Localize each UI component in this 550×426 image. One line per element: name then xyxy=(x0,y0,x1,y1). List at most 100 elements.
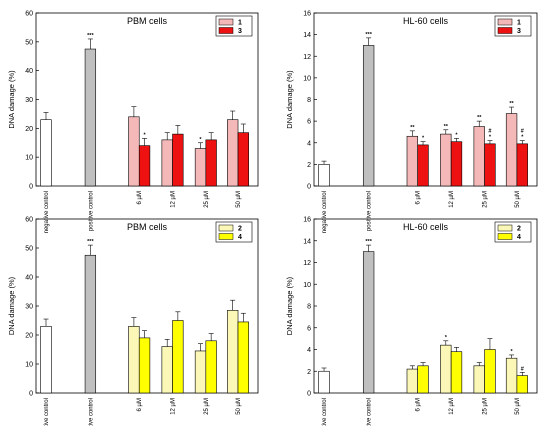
significance-label: * xyxy=(455,132,458,138)
significance-label: # xyxy=(488,129,491,135)
series-bar xyxy=(505,357,518,394)
significance-label: * xyxy=(422,136,425,142)
category-label: 50 µM xyxy=(236,398,242,415)
significance-label: * xyxy=(445,335,448,341)
legend-entry: 3 xyxy=(517,28,521,35)
y-axis-label: DNA damage (%) xyxy=(285,70,294,129)
legend-swatch xyxy=(218,27,234,34)
legend-entry: 4 xyxy=(238,234,242,241)
series-bar xyxy=(194,148,207,187)
series-bar xyxy=(516,143,528,187)
series-bar xyxy=(161,346,173,394)
series-bar xyxy=(417,365,429,394)
legend-swatch xyxy=(497,18,513,26)
y-tick-label: 10 xyxy=(303,282,311,289)
control-bar xyxy=(40,119,52,187)
series-bar xyxy=(205,139,217,187)
category-label: 12 µM xyxy=(171,398,177,415)
significance-label: ** xyxy=(477,115,482,121)
category-label: 50 µM xyxy=(515,191,521,208)
significance-label: ** xyxy=(509,101,514,107)
control-bar xyxy=(318,370,330,394)
y-tick-label: 0 xyxy=(307,184,311,191)
series-bar xyxy=(172,320,184,394)
category-label: positive control xyxy=(367,398,373,426)
control-bar xyxy=(318,164,330,187)
y-axis-label: DNA damage (%) xyxy=(285,276,294,335)
legend-entry: 4 xyxy=(517,234,521,241)
category-label: negative control xyxy=(44,398,50,426)
significance-label: *** xyxy=(87,239,94,245)
category-label: 25 µM xyxy=(204,191,210,208)
y-tick-label: 12 xyxy=(303,54,311,61)
series-bar xyxy=(484,143,496,187)
y-tick-label: 60 xyxy=(25,217,33,224)
legend-entry: 2 xyxy=(517,226,521,233)
series-bar xyxy=(161,139,173,187)
series-bar xyxy=(194,350,207,394)
series-bar xyxy=(484,349,496,394)
category-label: 25 µM xyxy=(483,191,489,208)
y-tick-label: 14 xyxy=(303,32,311,39)
significance-label: * xyxy=(511,349,514,355)
chart-title: HL-60 cells xyxy=(403,16,449,26)
y-tick-label: 2 xyxy=(307,162,311,169)
control-bar xyxy=(84,254,97,394)
series-bar xyxy=(417,144,429,187)
series-bar xyxy=(505,113,518,187)
category-label: negative control xyxy=(44,191,50,233)
y-tick-label: 12 xyxy=(303,260,311,267)
chart-title: PBM cells xyxy=(127,222,168,232)
y-tick-label: 50 xyxy=(25,246,33,253)
series-bar xyxy=(227,310,239,394)
series-bar xyxy=(473,126,485,187)
significance-label: * xyxy=(521,135,524,141)
series-bar xyxy=(205,340,217,394)
control-bar xyxy=(362,45,375,187)
chart-title: HL-60 cells xyxy=(403,222,449,232)
category-label: 6 µM xyxy=(137,191,143,204)
series-bar xyxy=(440,344,452,394)
legend-swatch xyxy=(497,224,513,232)
series-bar xyxy=(237,132,249,187)
significance-label: *** xyxy=(365,239,372,245)
series-bar xyxy=(128,325,140,394)
legend-swatch xyxy=(497,27,513,34)
category-label: 6 µM xyxy=(416,398,422,411)
category-label: positive control xyxy=(88,398,94,426)
y-tick-label: 0 xyxy=(29,391,33,398)
y-tick-label: 8 xyxy=(307,304,311,311)
y-tick-label: 10 xyxy=(25,155,33,162)
y-tick-label: 16 xyxy=(303,217,311,224)
significance-label: # xyxy=(521,366,524,372)
chart-panel-3: 0 10 20 30 40 50 60 PBM cells DNA damage (%) nega… xyxy=(7,217,259,426)
category-label: 50 µM xyxy=(515,398,521,415)
series-bar xyxy=(516,375,528,394)
category-label: 6 µM xyxy=(416,191,422,204)
series-bar xyxy=(473,365,485,394)
y-tick-label: 4 xyxy=(307,140,311,147)
y-tick-label: 4 xyxy=(307,347,311,354)
category-label: positive control xyxy=(88,191,94,231)
series-bar xyxy=(128,116,140,187)
category-label: 25 µM xyxy=(204,398,210,415)
legend-swatch xyxy=(497,233,513,240)
y-tick-label: 20 xyxy=(25,333,33,340)
y-tick-label: 20 xyxy=(25,126,33,133)
category-label: 12 µM xyxy=(449,191,455,208)
series-bar xyxy=(406,368,418,394)
legend-entry: 2 xyxy=(238,226,242,233)
y-tick-label: 6 xyxy=(307,119,311,126)
series-bar xyxy=(227,119,239,187)
control-bar xyxy=(40,325,52,394)
y-tick-label: 16 xyxy=(303,11,311,18)
category-label: 25 µM xyxy=(483,398,489,415)
y-tick-label: 14 xyxy=(303,238,311,245)
series-bar xyxy=(406,135,418,187)
series-bar xyxy=(237,321,249,394)
significance-label: ** xyxy=(444,124,449,130)
significance-label: # xyxy=(521,129,524,135)
legend-entry: 3 xyxy=(238,28,242,35)
